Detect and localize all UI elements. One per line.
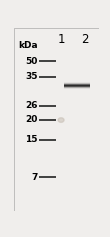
Text: 35: 35	[25, 72, 38, 81]
Text: 15: 15	[25, 135, 38, 144]
Text: 20: 20	[25, 115, 38, 124]
Text: 7: 7	[31, 173, 38, 182]
Text: 1: 1	[57, 33, 65, 46]
Text: kDa: kDa	[18, 41, 38, 50]
Text: 50: 50	[25, 57, 38, 66]
Text: 2: 2	[82, 33, 89, 46]
Text: 26: 26	[25, 101, 38, 110]
Ellipse shape	[58, 118, 64, 122]
